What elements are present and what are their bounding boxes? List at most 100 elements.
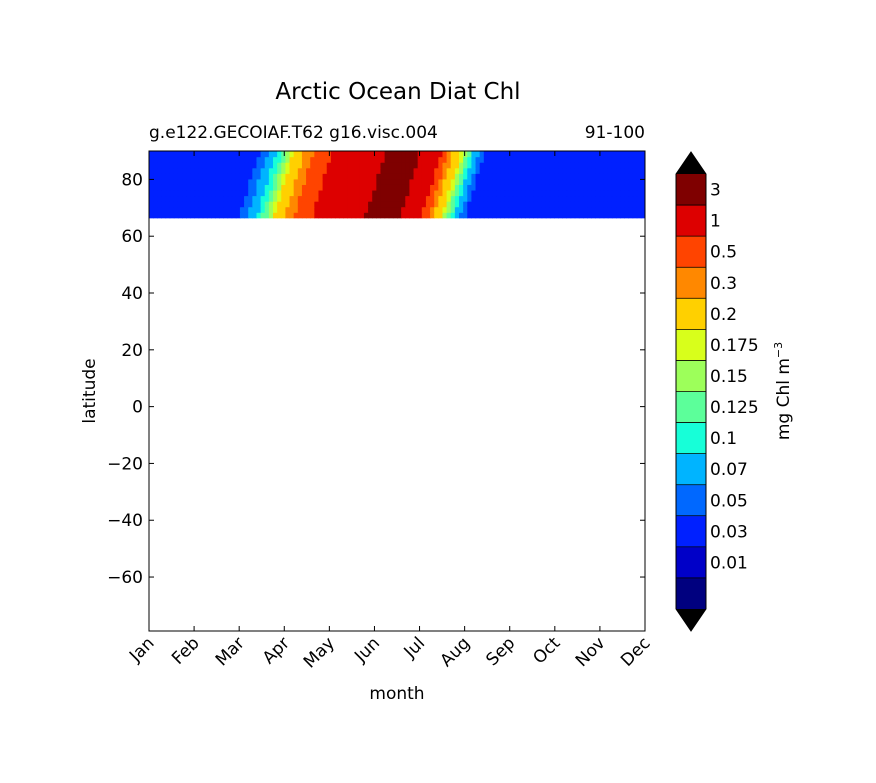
heatmap-cell bbox=[264, 184, 270, 191]
heatmap-cell bbox=[607, 156, 613, 163]
heatmap-cell bbox=[479, 206, 485, 213]
heatmap-cell bbox=[595, 178, 601, 185]
heatmap-cell bbox=[459, 178, 464, 185]
heatmap-cell bbox=[487, 184, 493, 191]
heatmap-cell bbox=[545, 167, 551, 174]
heatmap-cell bbox=[591, 212, 596, 219]
heatmap-cell bbox=[260, 162, 266, 169]
heatmap-cell bbox=[239, 156, 245, 163]
heatmap-cell bbox=[310, 184, 315, 191]
heatmap-cell bbox=[194, 167, 200, 174]
heatmap-cell bbox=[231, 178, 237, 185]
heatmap-cell bbox=[554, 167, 559, 174]
heatmap-cell bbox=[149, 212, 154, 219]
heatmap-cell bbox=[392, 195, 398, 202]
heatmap-cell bbox=[244, 201, 249, 208]
heatmap-cell bbox=[500, 156, 506, 163]
heatmap-cell bbox=[368, 162, 373, 169]
heatmap-cell bbox=[202, 151, 208, 158]
heatmap-cell bbox=[541, 184, 547, 191]
heatmap-cell bbox=[401, 178, 406, 185]
heatmap-cell bbox=[206, 178, 212, 185]
heatmap-cell bbox=[161, 184, 167, 191]
heatmap-cell bbox=[583, 178, 588, 185]
heatmap-cell bbox=[401, 167, 406, 174]
heatmap-cell bbox=[355, 151, 361, 158]
heatmap-cell bbox=[343, 151, 348, 158]
heatmap-cell bbox=[260, 156, 266, 163]
heatmap-cell bbox=[562, 212, 568, 219]
heatmap-cell bbox=[616, 206, 621, 213]
heatmap-cell bbox=[206, 173, 212, 180]
heatmap-cell bbox=[219, 212, 224, 219]
heatmap-cell bbox=[244, 195, 249, 202]
heatmap-cell bbox=[595, 206, 601, 213]
heatmap-cell bbox=[640, 201, 645, 208]
heatmap-cell bbox=[190, 151, 196, 158]
heatmap-cell bbox=[289, 201, 295, 208]
heatmap-cell bbox=[405, 212, 410, 219]
heatmap-cell bbox=[190, 189, 196, 197]
heatmap-cell bbox=[372, 212, 377, 219]
x-tick-label: Apr bbox=[259, 633, 294, 668]
heatmap-cell bbox=[599, 151, 605, 158]
heatmap-cell bbox=[215, 167, 220, 174]
heatmap-cell bbox=[297, 184, 303, 191]
heatmap-cell bbox=[545, 156, 551, 163]
heatmap-cell bbox=[459, 156, 464, 163]
heatmap-cell bbox=[574, 195, 580, 202]
x-tick-label: Jul bbox=[400, 633, 429, 662]
heatmap-cell bbox=[268, 212, 274, 219]
heatmap-cell bbox=[545, 162, 551, 169]
heatmap-cell bbox=[355, 206, 361, 213]
heatmap-cell bbox=[153, 189, 158, 197]
heatmap-cell bbox=[351, 167, 357, 174]
heatmap-cell bbox=[211, 173, 216, 180]
heatmap-cell bbox=[169, 184, 175, 191]
heatmap-cell bbox=[454, 151, 460, 158]
heatmap-cell bbox=[306, 184, 311, 191]
heatmap-cell bbox=[512, 162, 518, 169]
heatmap-cell bbox=[343, 189, 348, 197]
heatmap-cell bbox=[281, 201, 286, 208]
heatmap-cell bbox=[330, 167, 336, 174]
heatmap-cell bbox=[169, 189, 175, 197]
heatmap-cell bbox=[636, 167, 642, 174]
heatmap-cell bbox=[578, 184, 584, 191]
heatmap-cell bbox=[153, 206, 158, 213]
heatmap-cell bbox=[471, 189, 477, 197]
heatmap-cell bbox=[587, 201, 592, 208]
heatmap-cell bbox=[235, 156, 241, 163]
heatmap-cell bbox=[446, 195, 452, 202]
heatmap-cell bbox=[483, 162, 489, 169]
heatmap-cell bbox=[186, 156, 191, 163]
heatmap-cell bbox=[330, 206, 336, 213]
heatmap-cell bbox=[252, 206, 258, 213]
heatmap-cell bbox=[239, 167, 245, 174]
heatmap-cell bbox=[347, 201, 353, 208]
heatmap-cell bbox=[330, 189, 336, 197]
heatmap-cell bbox=[277, 206, 282, 213]
heatmap-cell bbox=[347, 212, 353, 219]
heatmap-cell bbox=[446, 212, 452, 219]
heatmap-cell bbox=[521, 173, 526, 180]
heatmap-cell bbox=[260, 167, 266, 174]
heatmap-cell bbox=[512, 201, 518, 208]
heatmap-cell bbox=[574, 167, 580, 174]
heatmap-cell bbox=[339, 212, 344, 219]
heatmap-cell bbox=[149, 167, 154, 174]
heatmap-cell bbox=[599, 167, 605, 174]
y-tick-label: −60 bbox=[107, 568, 143, 588]
heatmap-cell bbox=[318, 156, 324, 163]
heatmap-cell bbox=[583, 201, 588, 208]
colorbar-tick-label: 0.05 bbox=[710, 491, 748, 511]
heatmap-cell bbox=[603, 195, 609, 202]
heatmap-cell bbox=[459, 173, 464, 180]
heatmap-cell bbox=[206, 162, 212, 169]
heatmap-cell bbox=[508, 189, 514, 197]
heatmap-cell bbox=[289, 162, 295, 169]
heatmap-cell bbox=[281, 206, 286, 213]
heatmap-cell bbox=[314, 195, 320, 202]
heatmap-cell bbox=[330, 212, 336, 219]
heatmap-cell bbox=[479, 167, 485, 174]
